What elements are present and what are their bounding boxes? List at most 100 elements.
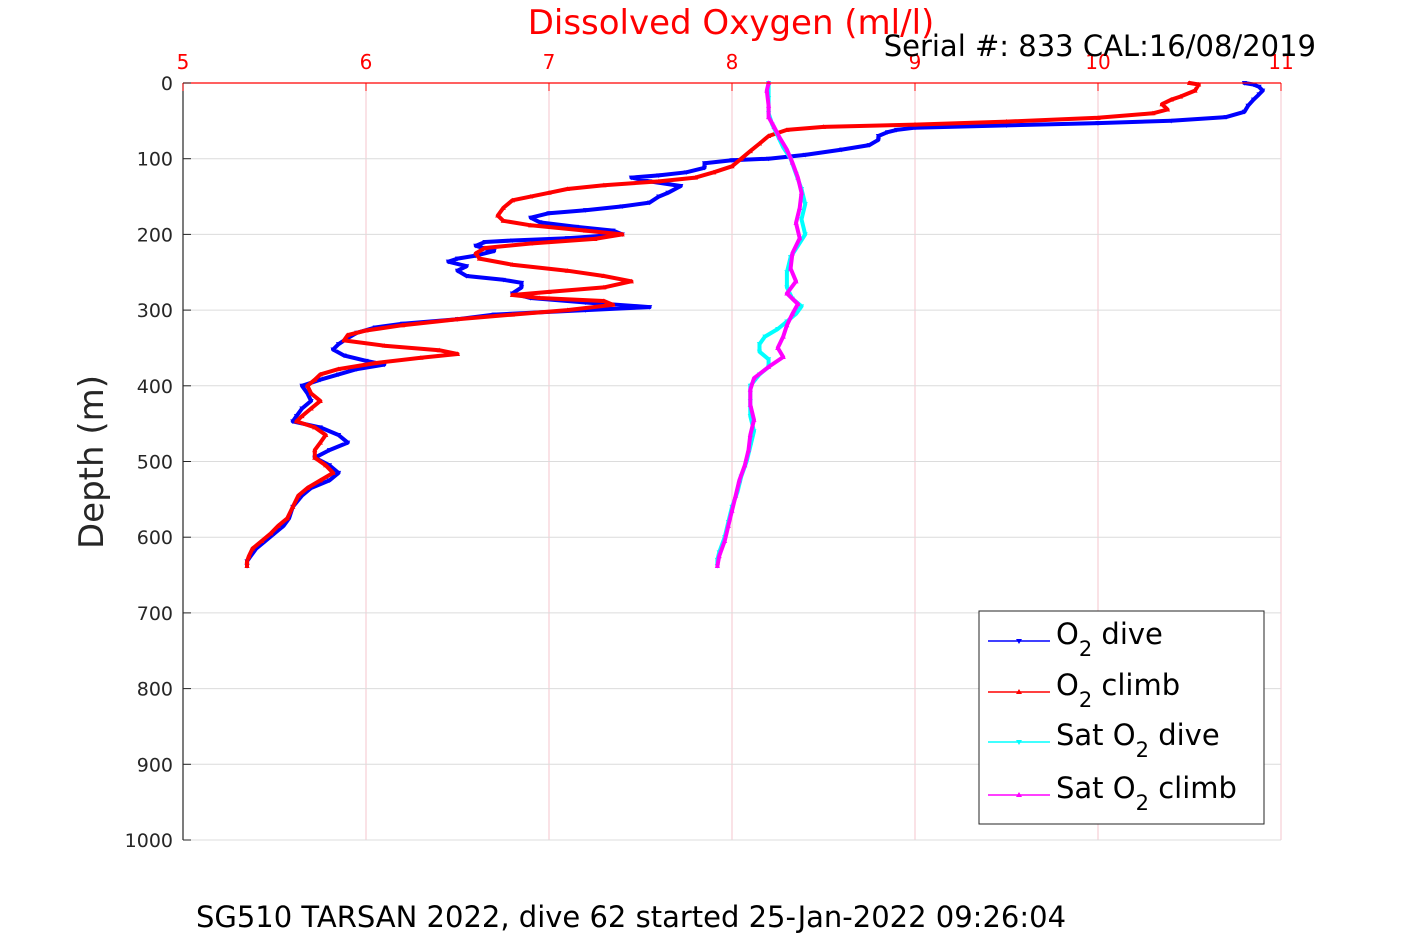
data-point <box>875 137 881 143</box>
y-tick-label: 1000 <box>125 830 173 852</box>
data-point <box>756 140 763 146</box>
data-point <box>583 228 589 233</box>
y-tick-label: 300 <box>137 300 173 322</box>
data-point <box>875 133 881 139</box>
data-point <box>789 311 795 316</box>
data-point <box>528 215 534 221</box>
data-point <box>610 302 616 307</box>
data-point <box>345 332 351 338</box>
legend-label-suffix: climb <box>1092 668 1180 702</box>
y-tick-label: 200 <box>137 224 173 246</box>
data-point <box>784 147 790 152</box>
data-point <box>500 205 506 210</box>
data-point <box>363 327 369 333</box>
data-point <box>317 398 323 403</box>
data-point <box>701 161 708 166</box>
data-point <box>766 114 772 120</box>
data-point <box>284 515 290 521</box>
y-tick-label: 500 <box>137 452 173 474</box>
data-point <box>747 402 753 407</box>
data-point <box>784 285 790 290</box>
data-point <box>317 425 323 431</box>
serial-subtitle: Serial #: 833 CAL:16/08/2019 <box>884 29 1316 63</box>
data-point <box>312 455 318 460</box>
data-point <box>275 523 281 528</box>
data-point <box>268 530 274 536</box>
data-point <box>335 470 342 476</box>
x-tick-label: 10 <box>1085 50 1110 74</box>
data-point <box>751 375 757 381</box>
data-point <box>1003 119 1010 124</box>
data-point <box>839 147 845 153</box>
data-point <box>323 462 329 468</box>
y-tick-label: 700 <box>137 603 173 625</box>
data-point <box>756 349 763 355</box>
data-point <box>619 204 625 209</box>
data-point <box>729 158 735 163</box>
data-point <box>751 417 757 422</box>
data-point <box>491 249 497 254</box>
data-point <box>692 175 698 180</box>
data-point <box>601 298 607 304</box>
data-point <box>464 264 470 269</box>
data-point <box>733 492 739 498</box>
data-point <box>299 383 305 389</box>
data-point <box>546 211 552 216</box>
data-point <box>317 439 323 445</box>
x-tick-label: 8 <box>726 50 739 74</box>
data-point <box>784 290 790 296</box>
data-point <box>747 386 753 392</box>
data-point <box>509 262 515 267</box>
data-point <box>335 433 342 438</box>
data-point <box>711 169 717 175</box>
x-tick-label: 11 <box>1268 50 1293 74</box>
data-point <box>894 127 900 133</box>
data-point <box>500 218 506 223</box>
data-point <box>317 371 323 377</box>
data-point <box>716 553 722 559</box>
legend-label-subscript: 2 <box>1136 791 1149 815</box>
data-point <box>500 277 506 283</box>
data-point <box>1256 84 1262 90</box>
data-point <box>509 312 515 317</box>
data-point <box>797 235 803 241</box>
series-line-sat_climb <box>715 81 804 568</box>
data-point <box>745 447 752 453</box>
chart-caption: SG510 TARSAN 2022, dive 62 started 25-Ja… <box>196 900 1066 934</box>
data-point <box>495 212 501 218</box>
data-point <box>518 285 525 290</box>
legend-box <box>978 610 1265 825</box>
data-point <box>793 278 799 284</box>
data-point <box>528 193 534 199</box>
data-point <box>866 143 872 148</box>
data-point <box>290 419 296 424</box>
data-point <box>546 190 552 195</box>
data-point <box>317 377 323 383</box>
legend-label-subscript: 2 <box>1079 637 1092 661</box>
data-point <box>1095 121 1101 126</box>
y-tick-label: 400 <box>137 376 173 398</box>
data-point <box>246 553 252 559</box>
data-point <box>798 304 805 309</box>
data-point <box>820 124 827 129</box>
data-point <box>766 103 772 108</box>
data-point <box>1159 101 1165 107</box>
y-tick-label: 0 <box>161 73 173 95</box>
data-point <box>473 243 479 249</box>
data-point <box>766 156 772 162</box>
data-point <box>1260 88 1266 94</box>
data-point <box>610 228 616 234</box>
data-point <box>1095 115 1101 120</box>
data-point <box>780 354 786 360</box>
data-point <box>747 432 753 438</box>
data-point <box>293 418 300 424</box>
data-point <box>436 347 442 353</box>
data-point <box>249 545 256 551</box>
data-point <box>299 413 305 419</box>
data-point <box>776 134 783 140</box>
data-point <box>795 175 801 180</box>
data-point <box>714 563 720 568</box>
data-point <box>464 274 470 279</box>
data-point <box>509 238 515 244</box>
